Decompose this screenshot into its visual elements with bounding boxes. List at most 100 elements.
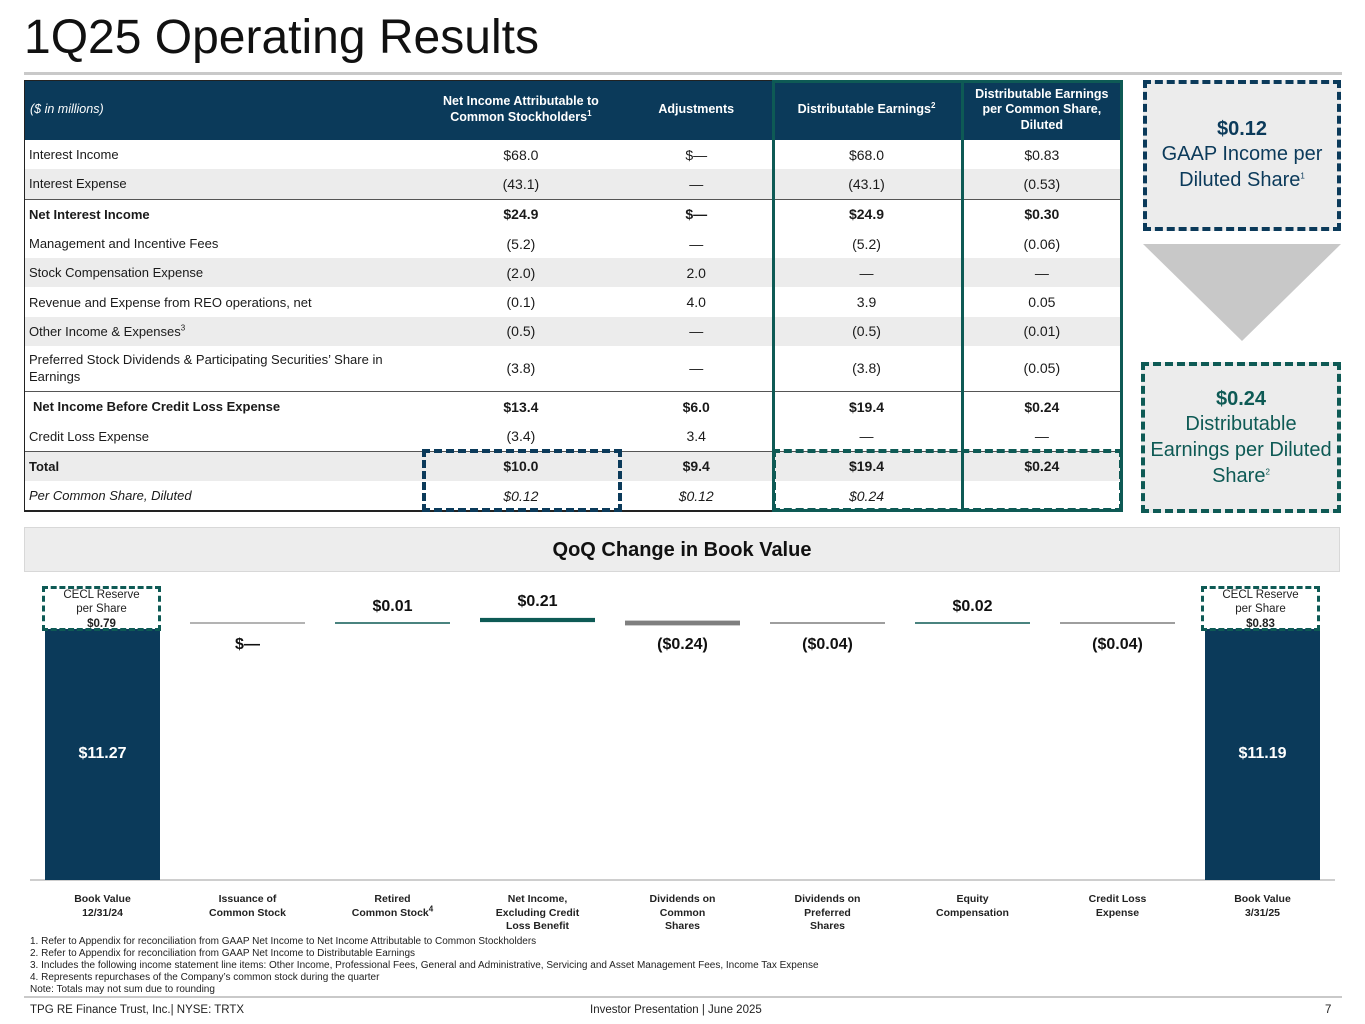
cell-net-income: $10.0 bbox=[420, 450, 622, 481]
category-label-text: Book Value bbox=[1234, 893, 1291, 905]
operating-results-table: ($ in millions) Net Income Attributable … bbox=[24, 80, 1122, 513]
category-label-text: Common bbox=[659, 906, 706, 919]
category-label-line: 3/31/25 bbox=[1198, 907, 1328, 921]
category-label-text: Shares bbox=[664, 920, 701, 933]
cell-distributable-earnings: (3.8) bbox=[771, 346, 961, 392]
cell-adjustments: 2.0 bbox=[621, 258, 772, 288]
cell-net-income: (3.4) bbox=[421, 421, 621, 451]
bar-value-label: ($0.24) bbox=[657, 636, 708, 653]
category-label-text: Excluding Credit bbox=[495, 906, 580, 919]
cell-de-per-share: $0.24 bbox=[961, 391, 1122, 422]
gaap-income-callout: $0.12 GAAP Income per Diluted Share1 bbox=[1143, 80, 1341, 231]
chart-title: QoQ Change in Book Value bbox=[24, 527, 1340, 572]
cell-adjustments: — bbox=[621, 316, 772, 347]
category-label-text: 12/31/24 bbox=[82, 906, 123, 919]
cell-adjustments-text: 4.0 bbox=[686, 294, 706, 311]
header-adjustments: Adjustments bbox=[621, 80, 772, 140]
category-label-line: Shares bbox=[618, 920, 748, 934]
category-label-text: Issuance of bbox=[218, 893, 277, 905]
cell-adjustments-text: — bbox=[689, 235, 704, 252]
row-label: Net Income Before Credit Loss Expense bbox=[24, 391, 421, 422]
cell-de-per-share-text: — bbox=[1034, 428, 1049, 445]
category-label-line: Dividends on bbox=[618, 893, 748, 907]
cell-distributable-earnings: — bbox=[771, 258, 962, 288]
cell-adjustments: $— bbox=[621, 140, 771, 169]
table-row: Interest Expense (43.1) — (43.1) (0.53) bbox=[24, 169, 1122, 200]
cell-de-per-share bbox=[961, 480, 1122, 513]
row-label: Other Income & Expenses3 bbox=[24, 316, 421, 347]
table-row: Per Common Share, Diluted $0.12 $0.12 $0.24 bbox=[24, 480, 1122, 513]
cell-net-income-text: $10.0 bbox=[503, 458, 539, 475]
row-label: Preferred Stock Dividends & Participatin… bbox=[24, 346, 421, 392]
bar-total bbox=[45, 627, 160, 880]
row-label: Net Interest Income bbox=[24, 198, 421, 229]
category-label-text: Retired bbox=[374, 893, 411, 905]
cecl-line1: CECL Reserve bbox=[63, 589, 140, 601]
footnote-line: 1. Refer to Appendix for reconciliation … bbox=[30, 936, 537, 947]
table-row: Net Income Before Credit Loss Expense $13… bbox=[24, 391, 1122, 422]
table-row: Preferred Stock Dividends & Participatin… bbox=[24, 346, 1122, 392]
row-label-text: Revenue and Expense from REO operations,… bbox=[29, 294, 312, 310]
cell-adjustments: $9.4 bbox=[621, 450, 772, 481]
cell-net-income: (5.2) bbox=[421, 229, 621, 258]
cell-distributable-earnings: — bbox=[771, 421, 961, 451]
category-label-line: Retired bbox=[328, 893, 458, 907]
cell-distributable-earnings-text: (43.1) bbox=[848, 175, 885, 192]
table-row: Stock Compensation Expense (2.0) 2.0 — — bbox=[24, 258, 1122, 288]
category-label-text: Common Stock bbox=[351, 906, 429, 919]
cell-net-income: (3.8) bbox=[421, 346, 621, 392]
cell-adjustments-text: $6.0 bbox=[682, 398, 710, 415]
cell-de-per-share-text: 0.05 bbox=[1028, 294, 1056, 311]
cell-net-income: $68.0 bbox=[421, 140, 621, 169]
category-label-text: Dividends on bbox=[649, 893, 716, 905]
footnote-marker: 2 bbox=[930, 101, 936, 111]
bar-value-label: $0.01 bbox=[372, 598, 412, 615]
cecl-line2: per Share bbox=[1235, 603, 1286, 616]
cell-adjustments-text: — bbox=[689, 360, 704, 377]
header-distributable-earnings: Distributable Earnings2 bbox=[771, 80, 962, 140]
cell-de-per-share: $0.83 bbox=[962, 140, 1122, 169]
category-label: Credit Loss Expense bbox=[1053, 893, 1183, 920]
footer-divider bbox=[24, 996, 1342, 998]
footnote-marker: 4 bbox=[428, 904, 434, 914]
table-row: Management and Incentive Fees (5.2) — (5.2)… bbox=[24, 229, 1122, 258]
footer-presentation: Investor Presentation | June 2025 bbox=[590, 1004, 762, 1016]
bar-value-label: ($0.04) bbox=[1092, 636, 1143, 653]
footnote-line: 4. Represents repurchases of the Company… bbox=[30, 972, 380, 983]
category-label: Book Value 3/31/25 bbox=[1198, 893, 1328, 920]
cell-net-income-text: (2.0) bbox=[506, 264, 536, 281]
header-net-income: Net Income Attributable to Common Stockh… bbox=[420, 80, 622, 140]
cell-adjustments: $— bbox=[621, 198, 772, 229]
row-label: Interest Income bbox=[24, 140, 421, 169]
bar-value-label: $0.02 bbox=[952, 598, 992, 615]
bar-increase bbox=[480, 617, 595, 623]
category-label-line: Book Value bbox=[38, 893, 168, 907]
row-label-text: Per Common Share, Diluted bbox=[29, 488, 192, 504]
cell-distributable-earnings: 3.9 bbox=[771, 287, 961, 316]
category-label: Equity Compensation bbox=[908, 893, 1038, 920]
page-number: 7 bbox=[1325, 1004, 1332, 1016]
cell-de-per-share-text: (0.01) bbox=[1023, 323, 1061, 340]
cell-distributable-earnings-text: $68.0 bbox=[848, 146, 885, 163]
footnote-marker: 3 bbox=[180, 323, 186, 333]
bar-value-label: $0.21 bbox=[517, 593, 557, 610]
cecl-line2: per Share bbox=[76, 603, 127, 616]
cell-adjustments: $0.12 bbox=[621, 480, 772, 513]
cell-net-income-text: (3.8) bbox=[506, 360, 536, 377]
category-label-line: Credit Loss bbox=[1053, 893, 1183, 907]
row-label-text: Interest Expense bbox=[29, 176, 127, 192]
cell-de-per-share-text: $0.83 bbox=[1024, 146, 1060, 163]
bar-neutral bbox=[190, 622, 305, 624]
de-label: Distributable Earnings per Diluted Share bbox=[1150, 413, 1332, 487]
category-label-line: Issuance of bbox=[183, 893, 313, 907]
cell-distributable-earnings-text: — bbox=[859, 264, 874, 281]
cell-adjustments: 3.4 bbox=[621, 421, 771, 451]
cell-net-income: (0.1) bbox=[421, 287, 621, 316]
gaap-income-label: GAAP Income per Diluted Share bbox=[1161, 143, 1323, 191]
cell-net-income-text: (3.4) bbox=[506, 428, 536, 445]
cell-distributable-earnings-text: (0.5) bbox=[852, 323, 881, 340]
cell-adjustments-text: — bbox=[689, 175, 704, 192]
footnote-marker: 1 bbox=[587, 108, 592, 118]
category-label-text: Shares bbox=[809, 920, 846, 933]
cell-de-per-share-text: $0.24 bbox=[1024, 458, 1060, 475]
